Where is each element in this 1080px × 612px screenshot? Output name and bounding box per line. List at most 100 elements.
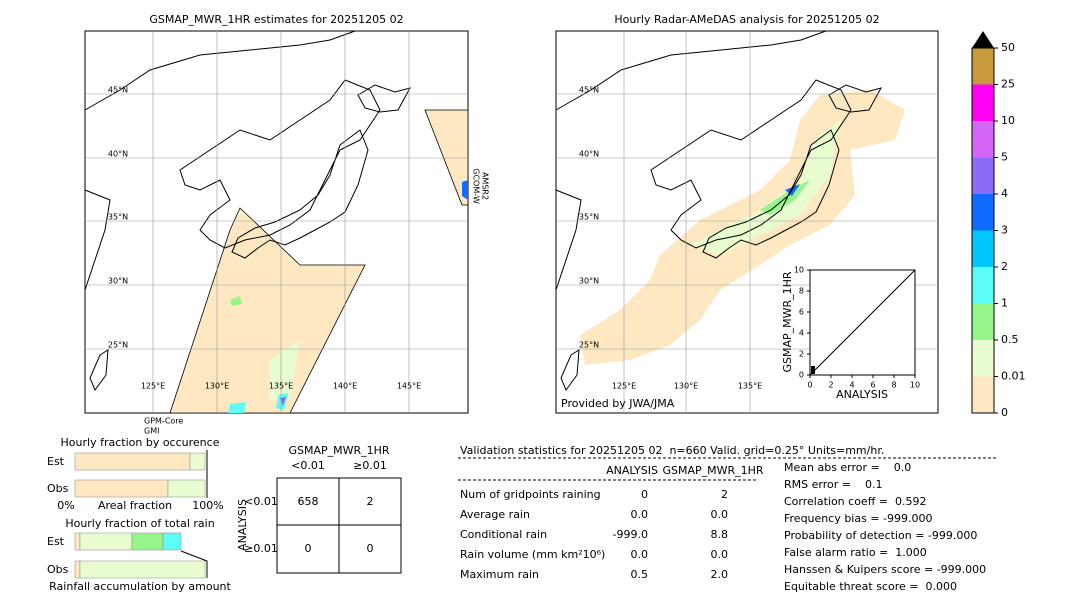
stat-value: -999.0 [613, 528, 648, 541]
x-tick-label: 2 [828, 381, 833, 390]
x-tick-label: 10 [910, 381, 920, 390]
rain-area [760, 180, 810, 215]
rain-patch [280, 397, 286, 406]
stat-value: 0.0 [711, 548, 729, 561]
cell: 2 [367, 495, 374, 508]
colorbar-label: 4 [1001, 187, 1008, 200]
fraction-bar [79, 560, 206, 579]
stat-value: 8.8 [711, 528, 729, 541]
swath [169, 207, 366, 414]
map-title: GSMAP_MWR_1HR estimates for 20251205 02 [149, 13, 403, 26]
sensor-label: GCOM-W [472, 168, 481, 204]
sensor-label: AMSR2 [481, 172, 490, 200]
row-label: Obs [47, 482, 69, 495]
stat-label: Conditional rain [460, 528, 547, 541]
rain-patch [462, 180, 468, 200]
lat-label: 45°N [579, 86, 599, 95]
stat-value: 0.5 [631, 568, 649, 581]
score: Equitable threat score = 0.000 [784, 580, 957, 593]
rain-patch [270, 340, 300, 400]
fraction-bar [74, 479, 169, 498]
axis-label: ANALYSIS [236, 499, 249, 551]
lon-label: 135°E [269, 382, 293, 391]
fraction-bar [79, 532, 133, 551]
score: Correlation coeff = 0.592 [784, 495, 926, 508]
panel-title: Hourly fraction by occurence [61, 436, 220, 449]
lon-label: 125°E [141, 382, 165, 391]
axis-label: Areal fraction [98, 499, 172, 512]
diagonal [809, 269, 916, 376]
lat-label: 25°N [108, 341, 128, 350]
stat-label: Rain volume (mm km²10⁶) [460, 548, 605, 561]
stat-value: 0 [641, 488, 648, 501]
y-tick-label: 4 [799, 329, 804, 338]
fraction-bar [74, 452, 191, 471]
colorbar-label: 0.5 [1001, 333, 1019, 346]
colorbar-segment [972, 267, 994, 304]
colorbar-segment [972, 157, 994, 194]
lat-label: 30°N [108, 277, 128, 286]
colorbar-extend [972, 31, 994, 48]
points [811, 366, 815, 374]
stat-value: 2 [721, 488, 728, 501]
y-axis-label: GSMAP_MWR_1HR [781, 271, 794, 372]
y-tick-label: 6 [799, 308, 804, 317]
x-tick-label: 4 [849, 381, 854, 390]
column-label: <0.01 [291, 459, 325, 472]
coastline [555, 30, 882, 392]
stat-value: 0.0 [631, 548, 649, 561]
colorbar-label: 0.01 [1001, 370, 1026, 383]
y-tick-label: 10 [794, 266, 804, 275]
lat-label: 35°N [108, 213, 128, 222]
column-label: ≥0.01 [353, 459, 387, 472]
connector [180, 550, 208, 578]
lat-label: 25°N [579, 341, 599, 350]
colorbar-label: 1 [1001, 297, 1008, 310]
stats-header: Validation statistics for 20251205 02 n=… [460, 444, 884, 457]
lon-label: 125°E [612, 382, 636, 391]
y-tick-label: 2 [799, 350, 804, 359]
rain-area [690, 120, 840, 255]
colorbar-segment [972, 194, 994, 231]
cell: 658 [298, 495, 319, 508]
score: Frequency bias = -999.000 [784, 512, 933, 525]
lat-label: 45°N [108, 86, 128, 95]
x-axis-label: ANALYSIS [836, 388, 888, 401]
colorbar-label: 2 [1001, 260, 1008, 273]
stat-value: 0.0 [711, 508, 729, 521]
lat-label: 40°N [579, 150, 599, 159]
fraction-bar [74, 532, 81, 551]
coastline [84, 30, 411, 392]
lon-label: 130°E [205, 382, 229, 391]
rain-patch [230, 296, 242, 306]
colorbar-segment [972, 340, 994, 377]
stat-label: Maximum rain [460, 568, 539, 581]
lon-label: 135°E [738, 382, 762, 391]
y-tick-label: 0 [799, 371, 804, 380]
colorbar-segment [972, 121, 994, 158]
row-label: <0.01 [244, 495, 278, 508]
table-title: GSMAP_MWR_1HR [288, 444, 389, 457]
colorbar-segment [972, 84, 994, 121]
row-label: ≥0.01 [244, 542, 278, 555]
lat-label: 35°N [579, 213, 599, 222]
right-map: 45°N 40°N 35°N 30°N 25°N 125°E 130°E 135°E 00 2 2… [555, 30, 939, 414]
lat-label: 30°N [579, 277, 599, 286]
colorbar-label: 3 [1001, 224, 1008, 237]
stat-label: Num of gridpoints raining [460, 488, 601, 501]
rain-patch [228, 402, 246, 413]
axis-label: 0% [57, 499, 74, 512]
score: Hanssen & Kuipers score = -999.000 [784, 563, 986, 576]
colorbar-segment [972, 376, 994, 413]
fraction-bar [131, 532, 164, 551]
colorbar-segment [972, 303, 994, 340]
fraction-bar [162, 532, 182, 551]
score: Mean abs error = 0.0 [784, 461, 911, 474]
stat-value: 2.0 [711, 568, 729, 581]
x-tick-label: 6 [870, 381, 875, 390]
colorbar-segment [972, 230, 994, 267]
swath [424, 109, 469, 206]
fraction-bar [74, 560, 81, 579]
map-title: Hourly Radar-AMeDAS analysis for 2025120… [614, 13, 879, 26]
lat-label: 40°N [108, 150, 128, 159]
